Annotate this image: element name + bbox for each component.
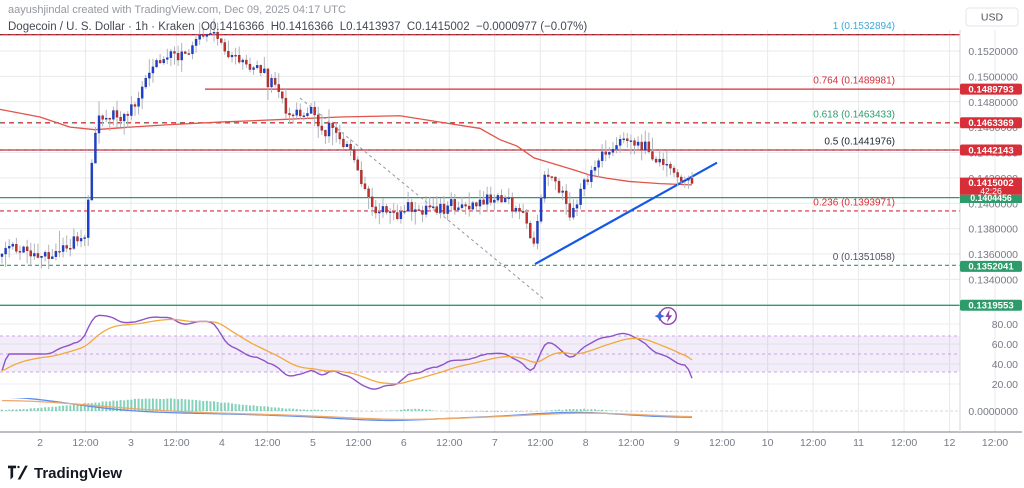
svg-text:0.1340000: 0.1340000 — [968, 274, 1018, 286]
svg-text:0.1480000: 0.1480000 — [968, 97, 1018, 109]
svg-text:0.1489793: 0.1489793 — [968, 85, 1013, 96]
svg-text:0.618 (0.1463433): 0.618 (0.1463433) — [813, 109, 895, 120]
svg-text:0.1404456: 0.1404456 — [970, 193, 1012, 203]
svg-text:12:00: 12:00 — [345, 437, 371, 449]
svg-text:0.1319553: 0.1319553 — [968, 301, 1013, 312]
svg-text:6: 6 — [401, 437, 407, 449]
svg-text:12:00: 12:00 — [72, 437, 98, 449]
svg-text:0.1360000: 0.1360000 — [968, 249, 1018, 261]
svg-text:0 (0.1351058): 0 (0.1351058) — [833, 252, 895, 263]
svg-text:5: 5 — [310, 437, 316, 449]
svg-text:12:00: 12:00 — [436, 437, 462, 449]
svg-text:9: 9 — [674, 437, 680, 449]
svg-text:12:00: 12:00 — [800, 437, 826, 449]
svg-text:1 (0.1532894): 1 (0.1532894) — [833, 21, 895, 32]
svg-text:10: 10 — [762, 437, 774, 449]
svg-text:60.00: 60.00 — [992, 339, 1018, 351]
svg-text:0.1520000: 0.1520000 — [968, 46, 1018, 58]
svg-text:80.00: 80.00 — [992, 319, 1018, 331]
svg-text:12:00: 12:00 — [709, 437, 735, 449]
svg-text:0.1500000: 0.1500000 — [968, 71, 1018, 83]
svg-text:4: 4 — [219, 437, 225, 449]
svg-text:8: 8 — [583, 437, 589, 449]
svg-text:12:00: 12:00 — [163, 437, 189, 449]
svg-text:12:00: 12:00 — [254, 437, 280, 449]
svg-text:12:00: 12:00 — [891, 437, 917, 449]
svg-text:20.00: 20.00 — [992, 379, 1018, 391]
svg-text:12: 12 — [944, 437, 956, 449]
svg-text:12:00: 12:00 — [982, 437, 1008, 449]
svg-text:7: 7 — [492, 437, 498, 449]
svg-text:12:00: 12:00 — [527, 437, 553, 449]
svg-text:11: 11 — [853, 437, 864, 449]
svg-text:40.00: 40.00 — [992, 359, 1018, 371]
svg-text:USD: USD — [981, 12, 1004, 24]
svg-text:3: 3 — [128, 437, 134, 449]
svg-text:0.0000000: 0.0000000 — [968, 406, 1018, 418]
svg-text:2: 2 — [37, 437, 43, 449]
svg-text:0.5 (0.1441976): 0.5 (0.1441976) — [824, 137, 895, 148]
svg-text:0.236 (0.1393971): 0.236 (0.1393971) — [813, 197, 895, 208]
svg-text:0.1442143: 0.1442143 — [968, 145, 1013, 156]
svg-text:0.1352041: 0.1352041 — [968, 262, 1014, 273]
svg-text:12:00: 12:00 — [618, 437, 644, 449]
svg-text:0.1463369: 0.1463369 — [968, 118, 1013, 129]
svg-text:0.764 (0.1489981): 0.764 (0.1489981) — [813, 76, 895, 87]
svg-text:0.1380000: 0.1380000 — [968, 224, 1018, 236]
